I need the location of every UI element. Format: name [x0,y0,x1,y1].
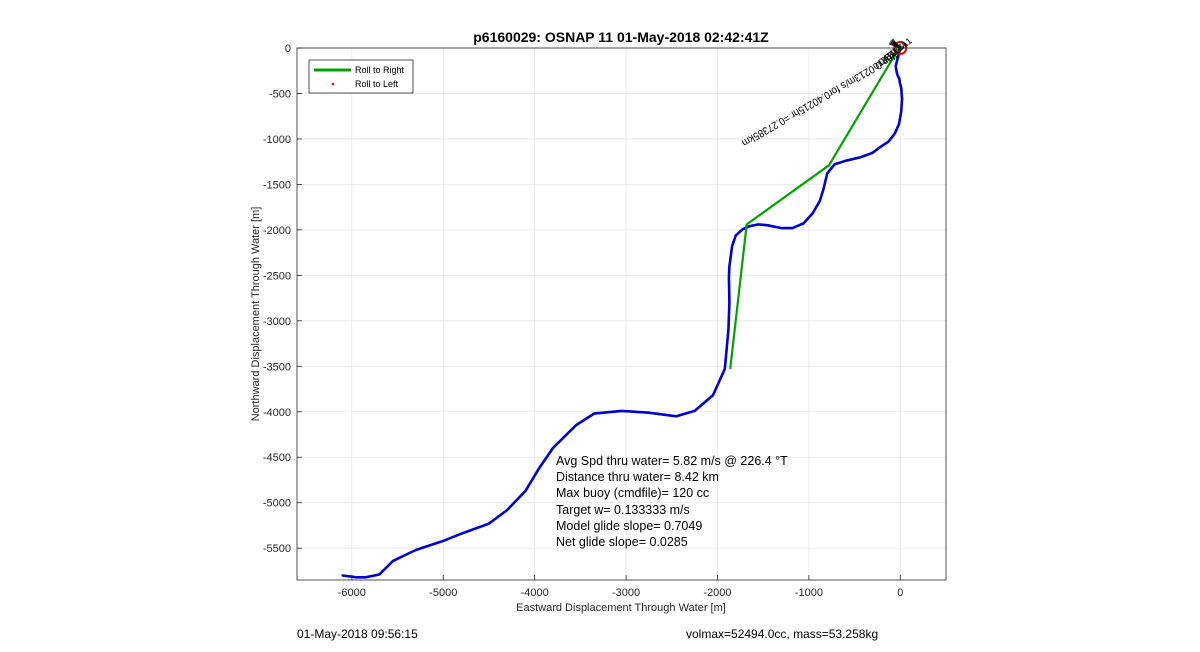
roll-right-line [729,46,902,370]
y-axis-label: Northward Displacement Through Water [m] [250,207,262,422]
legend-box [308,59,414,94]
start-labels: 0.0.B1 1.4.1B1 2.2.1B1 0.2.1A1 [871,36,914,72]
plot-area-frame [296,47,947,581]
series-lines [341,46,904,579]
annotation-avg-speed: Avg Spd thru water= 5.82 m/s @ 226.4 °T [556,454,788,468]
y-tick-label: -1000 [263,134,291,146]
y-tick-label: -3000 [263,316,291,328]
y-tick-label: -4500 [263,452,291,464]
stats-annotation: Avg Spd thru water= 5.82 m/s @ 226.4 °T … [556,454,788,549]
track-line [341,46,904,579]
annotation-distance: Distance thru water= 8.42 km [556,470,719,484]
x-tick-label: -2000 [703,587,731,599]
y-tick-label: 0 [285,43,291,55]
annotation-model-glide: Model glide slope= 0.7049 [556,519,702,533]
annotation-net-glide: Net glide slope= 0.0285 [556,535,688,549]
y-tick-label: -2500 [263,270,291,282]
annotation-max-buoy: Max buoy (cmdfile)= 120 cc [556,486,709,500]
legend: Roll to Right Roll to Left [308,59,414,94]
x-tick-label: -4000 [521,587,549,599]
legend-label-roll-left: Roll to Left [355,79,399,89]
x-tick-label: -6000 [338,587,366,599]
legend-label-roll-right: Roll to Right [355,65,405,75]
grid-lines [297,47,946,580]
y-tick-label: -5500 [263,543,291,555]
y-tick-label: -2000 [263,225,291,237]
drift-arrow [892,38,901,49]
y-tick-label: -1500 [263,179,291,191]
x-tick-label: 0 [897,587,903,599]
axis-ticks: -6000 -5000 -4000 -3000 -2000 -1000 0 0 -500 -100… [263,43,903,599]
x-tick-label: -3000 [612,587,640,599]
footer-timestamp: 01-May-2018 09:56:15 [297,627,418,641]
x-tick-label: -1000 [795,587,823,599]
y-tick-label: -500 [269,88,291,100]
y-tick-label: -3500 [263,361,291,373]
footer-volmax-mass: volmax=52494.0cc, mass=53.258kg [686,627,879,641]
y-tick-label: -4000 [263,407,291,419]
surface-markers [888,38,908,55]
chart-title: p6160029: OSNAP 11 01-May-2018 02:42:41Z [473,29,769,45]
annotation-target-w: Target w= 0.133333 m/s [556,503,690,517]
legend-swatch-roll-left [331,82,335,86]
surface-marker [893,41,908,55]
x-tick-label: -5000 [429,587,457,599]
x-axis-label: Eastward Displacement Through Water [m] [516,602,726,614]
y-tick-label: -5000 [263,498,291,510]
